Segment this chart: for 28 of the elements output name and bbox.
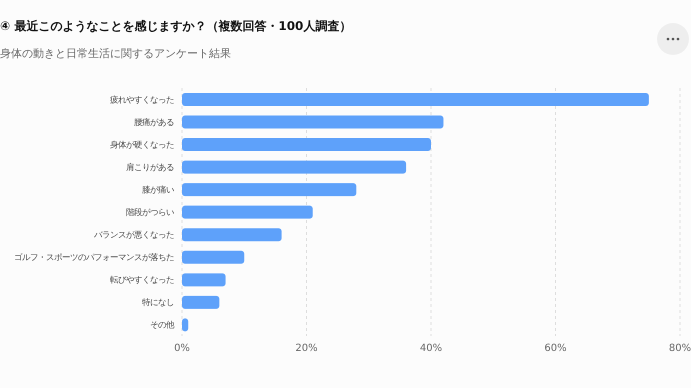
bar — [182, 228, 282, 242]
x-tick-label: 20% — [295, 343, 318, 354]
y-tick-label: バランスが悪くなった — [93, 230, 174, 240]
bar — [182, 250, 244, 264]
y-tick-label: 特になし — [142, 297, 174, 308]
chart-subtitle: 身体の動きと日常生活に関するアンケート結果 — [0, 46, 231, 61]
bar — [182, 183, 356, 196]
y-tick-label: 腰痛がある — [134, 116, 174, 127]
bar — [182, 296, 220, 309]
bar — [182, 116, 444, 129]
y-tick-label: 階段がつらい — [126, 206, 174, 217]
y-tick-label: 肩こりがある — [126, 162, 174, 172]
bar — [182, 160, 406, 174]
x-tick-label: 80% — [668, 343, 691, 354]
y-tick-label: 転びやすくなった — [110, 274, 174, 285]
y-tick-label: 膝が痛い — [142, 184, 174, 194]
y-tick-label: 疲れやすくなった — [110, 94, 174, 104]
bar — [182, 206, 313, 219]
y-tick-label: ゴルフ・スポーツのパフォーマンスが落ちた — [14, 252, 174, 262]
x-tick-label: 40% — [420, 343, 442, 354]
bar — [182, 138, 431, 152]
y-tick-label: その他 — [150, 320, 174, 330]
bar — [182, 273, 226, 286]
y-tick-label: 身体が硬くなった — [110, 139, 174, 150]
bar — [182, 92, 649, 106]
chart-title: ④ 最近このようなことを感じますか？（複数回答・100人調査） — [0, 18, 352, 35]
x-tick-label: 60% — [544, 343, 567, 354]
x-tick-label: 0% — [174, 343, 190, 354]
